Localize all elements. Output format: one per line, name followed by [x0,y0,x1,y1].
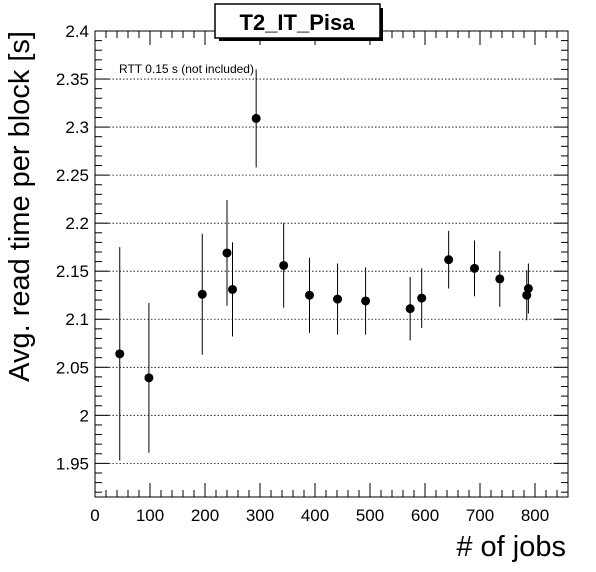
data-point [495,274,505,284]
data-point [444,255,454,265]
data-point [522,290,532,300]
data-point [197,289,207,299]
data-point [251,113,261,123]
data-point [405,304,415,314]
rtt-annotation: RTT 0.15 s (not included) [119,62,254,76]
chart-title-box: T2_IT_Pisa [214,3,383,41]
y-tick-label: 2.2 [65,214,89,233]
y-tick-label: 2.4 [65,22,89,41]
x-tick-label: 700 [466,506,494,525]
x-tick-label: 800 [521,506,549,525]
data-point [305,290,314,300]
x-tick-label: 0 [90,506,99,525]
data-point [222,248,232,258]
y-tick-label: 2.05 [56,358,89,377]
tick-labels: 1.95 2 2.05 2.1 2.15 2.2 2.25 2.3 2.35 2.4 0 100 200… [56,22,549,525]
x-tick-label: 100 [136,506,164,525]
data-points [115,69,533,461]
data-point [333,294,343,304]
y-tick-label: 2.35 [56,70,89,89]
y-tick-label: 2.25 [56,166,89,185]
x-tick-label: 200 [191,506,219,525]
chart-title: T2_IT_Pisa [240,10,356,35]
y-tick-label: 2.3 [65,118,89,137]
data-point [115,349,125,359]
data-point [279,260,289,270]
x-tick-label: 600 [411,506,439,525]
title-box-shadow-right [380,8,383,41]
y-tick-label: 2.1 [65,310,89,329]
data-point [228,284,237,294]
x-tick-label: 300 [246,506,274,525]
title-box-shadow-bottom [219,38,383,41]
x-tick-label: 500 [356,506,384,525]
data-point [417,293,427,303]
x-axis-title: # of jobs [456,531,566,563]
data-point [144,373,154,383]
y-axis-title: Avg. read time per block [s] [4,31,36,382]
data-point [523,284,533,294]
y-tick-label: 1.95 [56,454,89,473]
y-tick-label: 2 [80,406,89,425]
y-tick-label: 2.15 [56,262,89,281]
data-point [470,263,479,273]
x-tick-label: 400 [301,506,329,525]
data-point [361,296,371,306]
